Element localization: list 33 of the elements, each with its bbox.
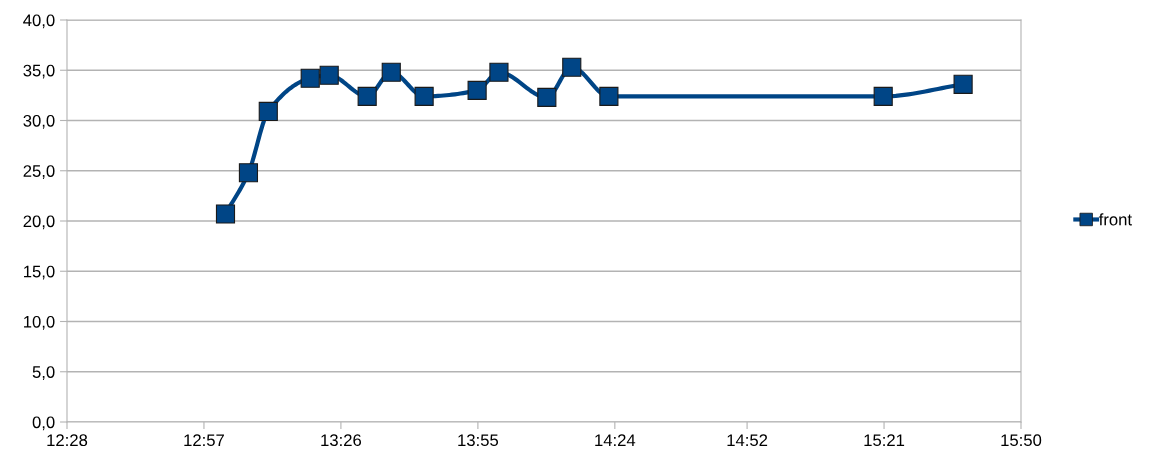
point <box>599 86 619 106</box>
x-tick-label: 14:24 <box>595 434 636 446</box>
y-tick-label: 25,0 <box>23 165 55 179</box>
point <box>319 65 339 85</box>
y-tick-label: 40,0 <box>23 14 55 29</box>
point <box>215 204 236 224</box>
y-tick-label: 30,0 <box>23 114 55 129</box>
x-tick-label: 15:50 <box>1001 434 1042 447</box>
y-tick-label: 0,0 <box>32 416 55 431</box>
point <box>238 163 259 183</box>
point <box>873 86 893 106</box>
point <box>300 68 320 88</box>
y-tick-label: 35,0 <box>23 64 55 79</box>
y-tick-label: 10,0 <box>24 315 55 330</box>
point <box>953 74 973 94</box>
point <box>357 86 377 106</box>
point <box>537 87 557 107</box>
point <box>467 80 487 100</box>
x-tick-label: 15:21 <box>864 434 905 447</box>
y-tick-label: 15,0 <box>24 265 55 280</box>
x-tick-label: 14:52 <box>727 434 768 447</box>
y-tick-label: 20,0 <box>23 215 55 230</box>
legend-label: front <box>1098 213 1132 226</box>
x-tick-label: 12:28 <box>47 434 88 447</box>
x-tick-label: 13:55 <box>458 434 499 447</box>
point <box>414 86 434 106</box>
x-tick-label: 12:57 <box>184 434 224 447</box>
point <box>258 101 278 122</box>
point <box>562 57 582 77</box>
y-tick-label: 5,0 <box>32 366 55 380</box>
point <box>381 62 401 82</box>
point <box>489 62 509 82</box>
x-tick-label: 13:26 <box>321 434 362 447</box>
